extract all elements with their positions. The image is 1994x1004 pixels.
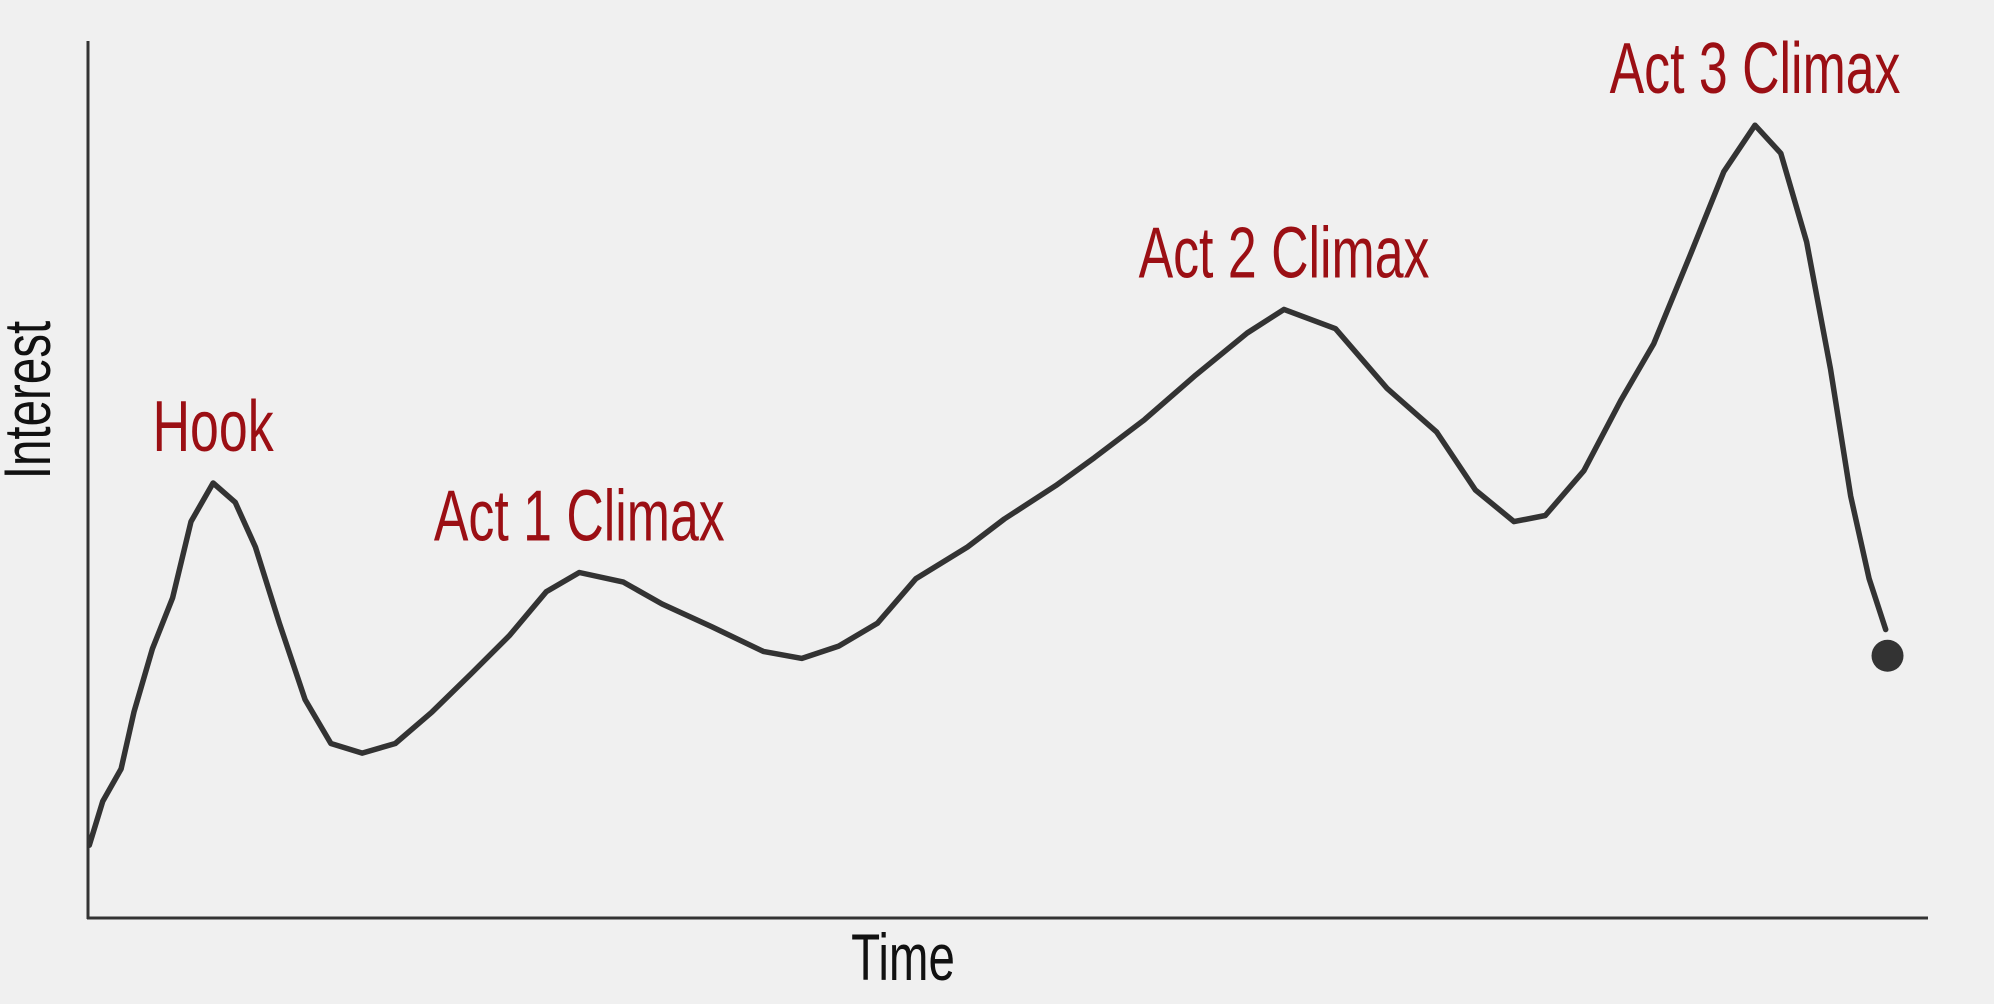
y-axis-label: Interest [0,321,65,479]
annotation: Act 2 Climax [1139,213,1430,293]
annotation: Act 1 Climax [434,476,725,556]
annotation: Act 3 Climax [1610,29,1901,109]
story-line [86,122,1889,848]
x-axis-label: Time [851,921,955,994]
annotation: Hook [153,387,275,467]
end-point [1871,639,1904,672]
